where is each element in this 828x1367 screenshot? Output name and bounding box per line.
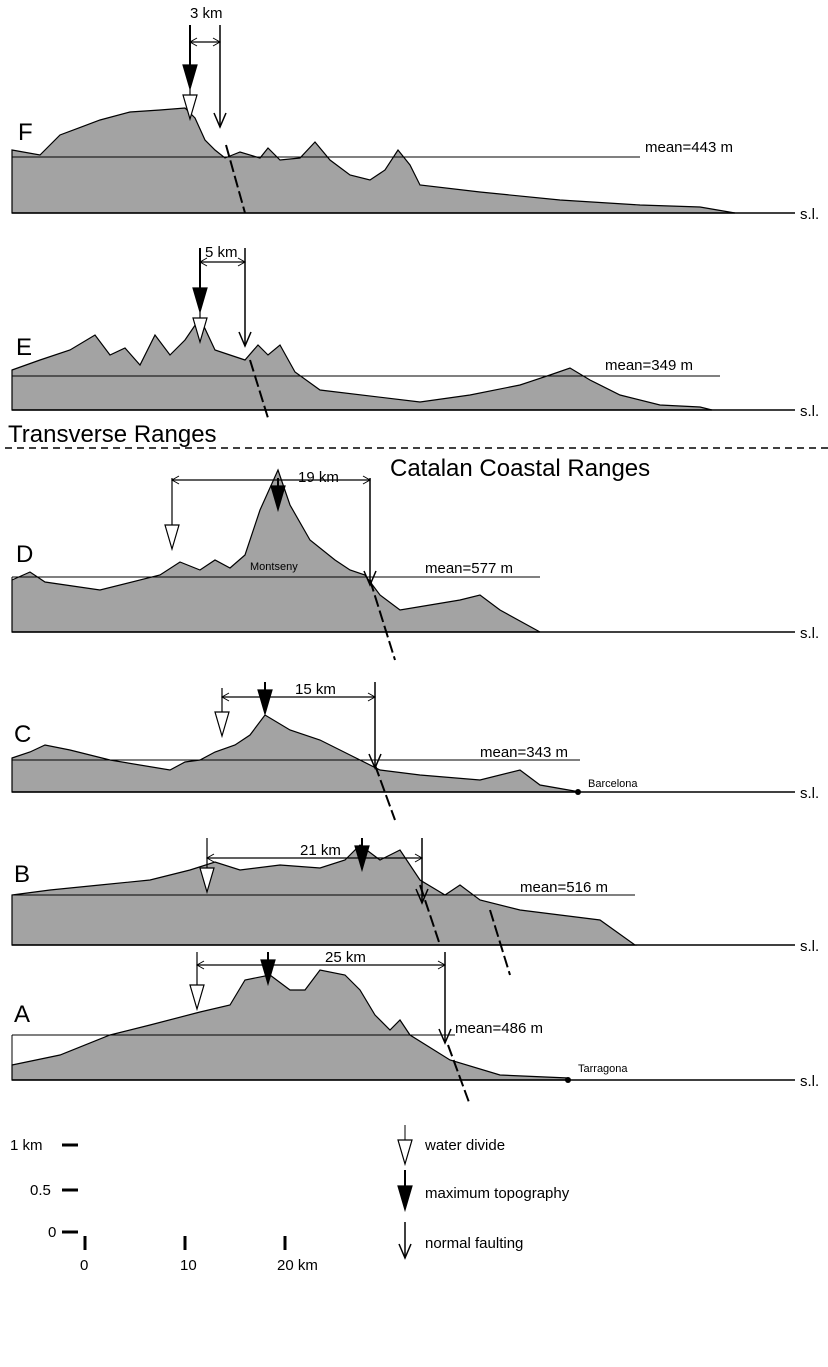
max-topo-head bbox=[258, 690, 272, 714]
profile-label: D bbox=[16, 541, 33, 568]
distance-scale-label: 10 bbox=[180, 1257, 197, 1274]
distance-scale-label: 0 bbox=[80, 1257, 88, 1274]
distance-label: 5 km bbox=[205, 244, 238, 261]
distance-label: 3 km bbox=[190, 5, 223, 22]
distance-label: 15 km bbox=[295, 681, 336, 698]
sea-level-label: s.l. bbox=[800, 625, 819, 642]
sea-level-label: s.l. bbox=[800, 206, 819, 223]
distance-label: 25 km bbox=[325, 949, 366, 966]
distance-scale-label: 20 km bbox=[277, 1257, 318, 1274]
water-divide-head bbox=[215, 712, 229, 736]
sea-level-label: s.l. bbox=[800, 785, 819, 802]
mean-label: mean=486 m bbox=[455, 1020, 543, 1037]
mean-label: mean=349 m bbox=[605, 357, 693, 374]
water-divide-head bbox=[190, 985, 204, 1009]
max-topo-head bbox=[193, 288, 207, 312]
mean-label: mean=577 m bbox=[425, 560, 513, 577]
height-scale-label: 0.5 bbox=[30, 1182, 51, 1199]
mean-label: mean=516 m bbox=[520, 879, 608, 896]
legend-label: maximum topography bbox=[425, 1185, 570, 1202]
region-upper: Transverse Ranges bbox=[8, 421, 217, 448]
height-scale-label: 1 km bbox=[10, 1137, 43, 1154]
profile-label: A bbox=[14, 1001, 30, 1028]
place-dot bbox=[565, 1077, 571, 1083]
legend-label: water divide bbox=[424, 1137, 505, 1154]
mean-label: mean=343 m bbox=[480, 744, 568, 761]
place-label: Tarragona bbox=[578, 1063, 628, 1075]
topography bbox=[12, 108, 735, 213]
profile-label: E bbox=[16, 334, 32, 361]
water-divide-head bbox=[165, 525, 179, 549]
max-topo-head bbox=[183, 65, 197, 89]
sea-level-label: s.l. bbox=[800, 1073, 819, 1090]
height-scale-label: 0 bbox=[48, 1224, 56, 1241]
max-topo-head bbox=[398, 1186, 412, 1210]
place-label: Barcelona bbox=[588, 778, 638, 790]
sea-level-label: s.l. bbox=[800, 403, 819, 420]
profile-label: B bbox=[14, 861, 30, 888]
region-lower: Catalan Coastal Ranges bbox=[390, 455, 650, 482]
profile-label: C bbox=[14, 721, 31, 748]
legend-label: normal faulting bbox=[425, 1235, 523, 1252]
place-dot bbox=[575, 789, 581, 795]
profile-label: F bbox=[18, 119, 33, 146]
sea-level-label: s.l. bbox=[800, 938, 819, 955]
water-divide-head bbox=[398, 1140, 412, 1164]
mean-label: mean=443 m bbox=[645, 139, 733, 156]
figure: Transverse Ranges Catalan Coastal Ranges… bbox=[0, 0, 828, 1362]
place-label: Montseny bbox=[250, 561, 298, 573]
distance-label: 21 km bbox=[300, 842, 341, 859]
distance-label: 19 km bbox=[298, 469, 339, 486]
